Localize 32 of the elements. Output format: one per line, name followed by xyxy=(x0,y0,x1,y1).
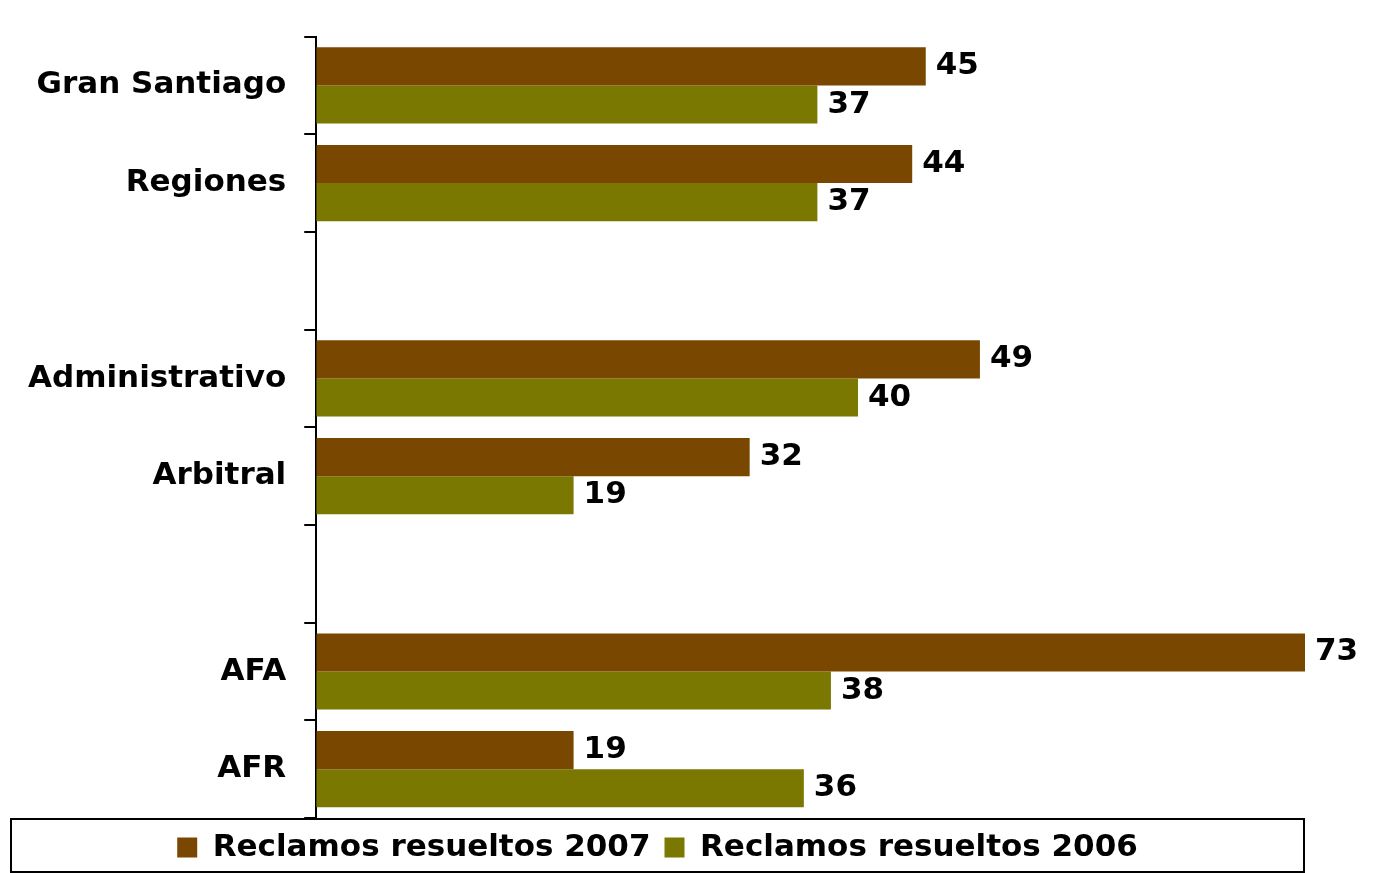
data-label: 45 xyxy=(935,45,979,82)
bar xyxy=(316,476,574,515)
data-label: 37 xyxy=(827,181,871,218)
data-label: 36 xyxy=(813,767,857,804)
data-label: 40 xyxy=(868,376,912,413)
bar xyxy=(316,633,1305,672)
y-tick-label: AFA xyxy=(220,650,287,687)
data-label: 19 xyxy=(583,474,627,511)
y-tick-label: Gran Santiago xyxy=(36,64,287,101)
data-label: 38 xyxy=(840,669,885,706)
bar xyxy=(316,438,750,477)
bar xyxy=(316,145,913,184)
data-label: 44 xyxy=(922,143,966,180)
bar xyxy=(316,340,980,379)
bar xyxy=(316,731,574,770)
y-tick-label: AFR xyxy=(217,748,287,785)
bar xyxy=(316,183,818,222)
bar xyxy=(316,378,859,417)
y-tick-label: Arbitral xyxy=(152,455,287,492)
y-tick-label: Administrativo xyxy=(28,357,287,394)
legend-label: Reclamos resueltos 2006 xyxy=(700,826,1138,863)
bar xyxy=(316,85,818,124)
data-label: 19 xyxy=(583,729,627,766)
legend-label: Reclamos resueltos 2007 xyxy=(212,826,651,863)
data-label: 37 xyxy=(827,83,871,120)
y-tick-label: Regiones xyxy=(125,162,287,199)
bar xyxy=(316,769,804,808)
bar xyxy=(316,47,926,86)
data-label: 73 xyxy=(1315,631,1359,668)
bar xyxy=(316,671,831,710)
data-label: 32 xyxy=(759,436,803,473)
data-label: 49 xyxy=(989,338,1034,375)
